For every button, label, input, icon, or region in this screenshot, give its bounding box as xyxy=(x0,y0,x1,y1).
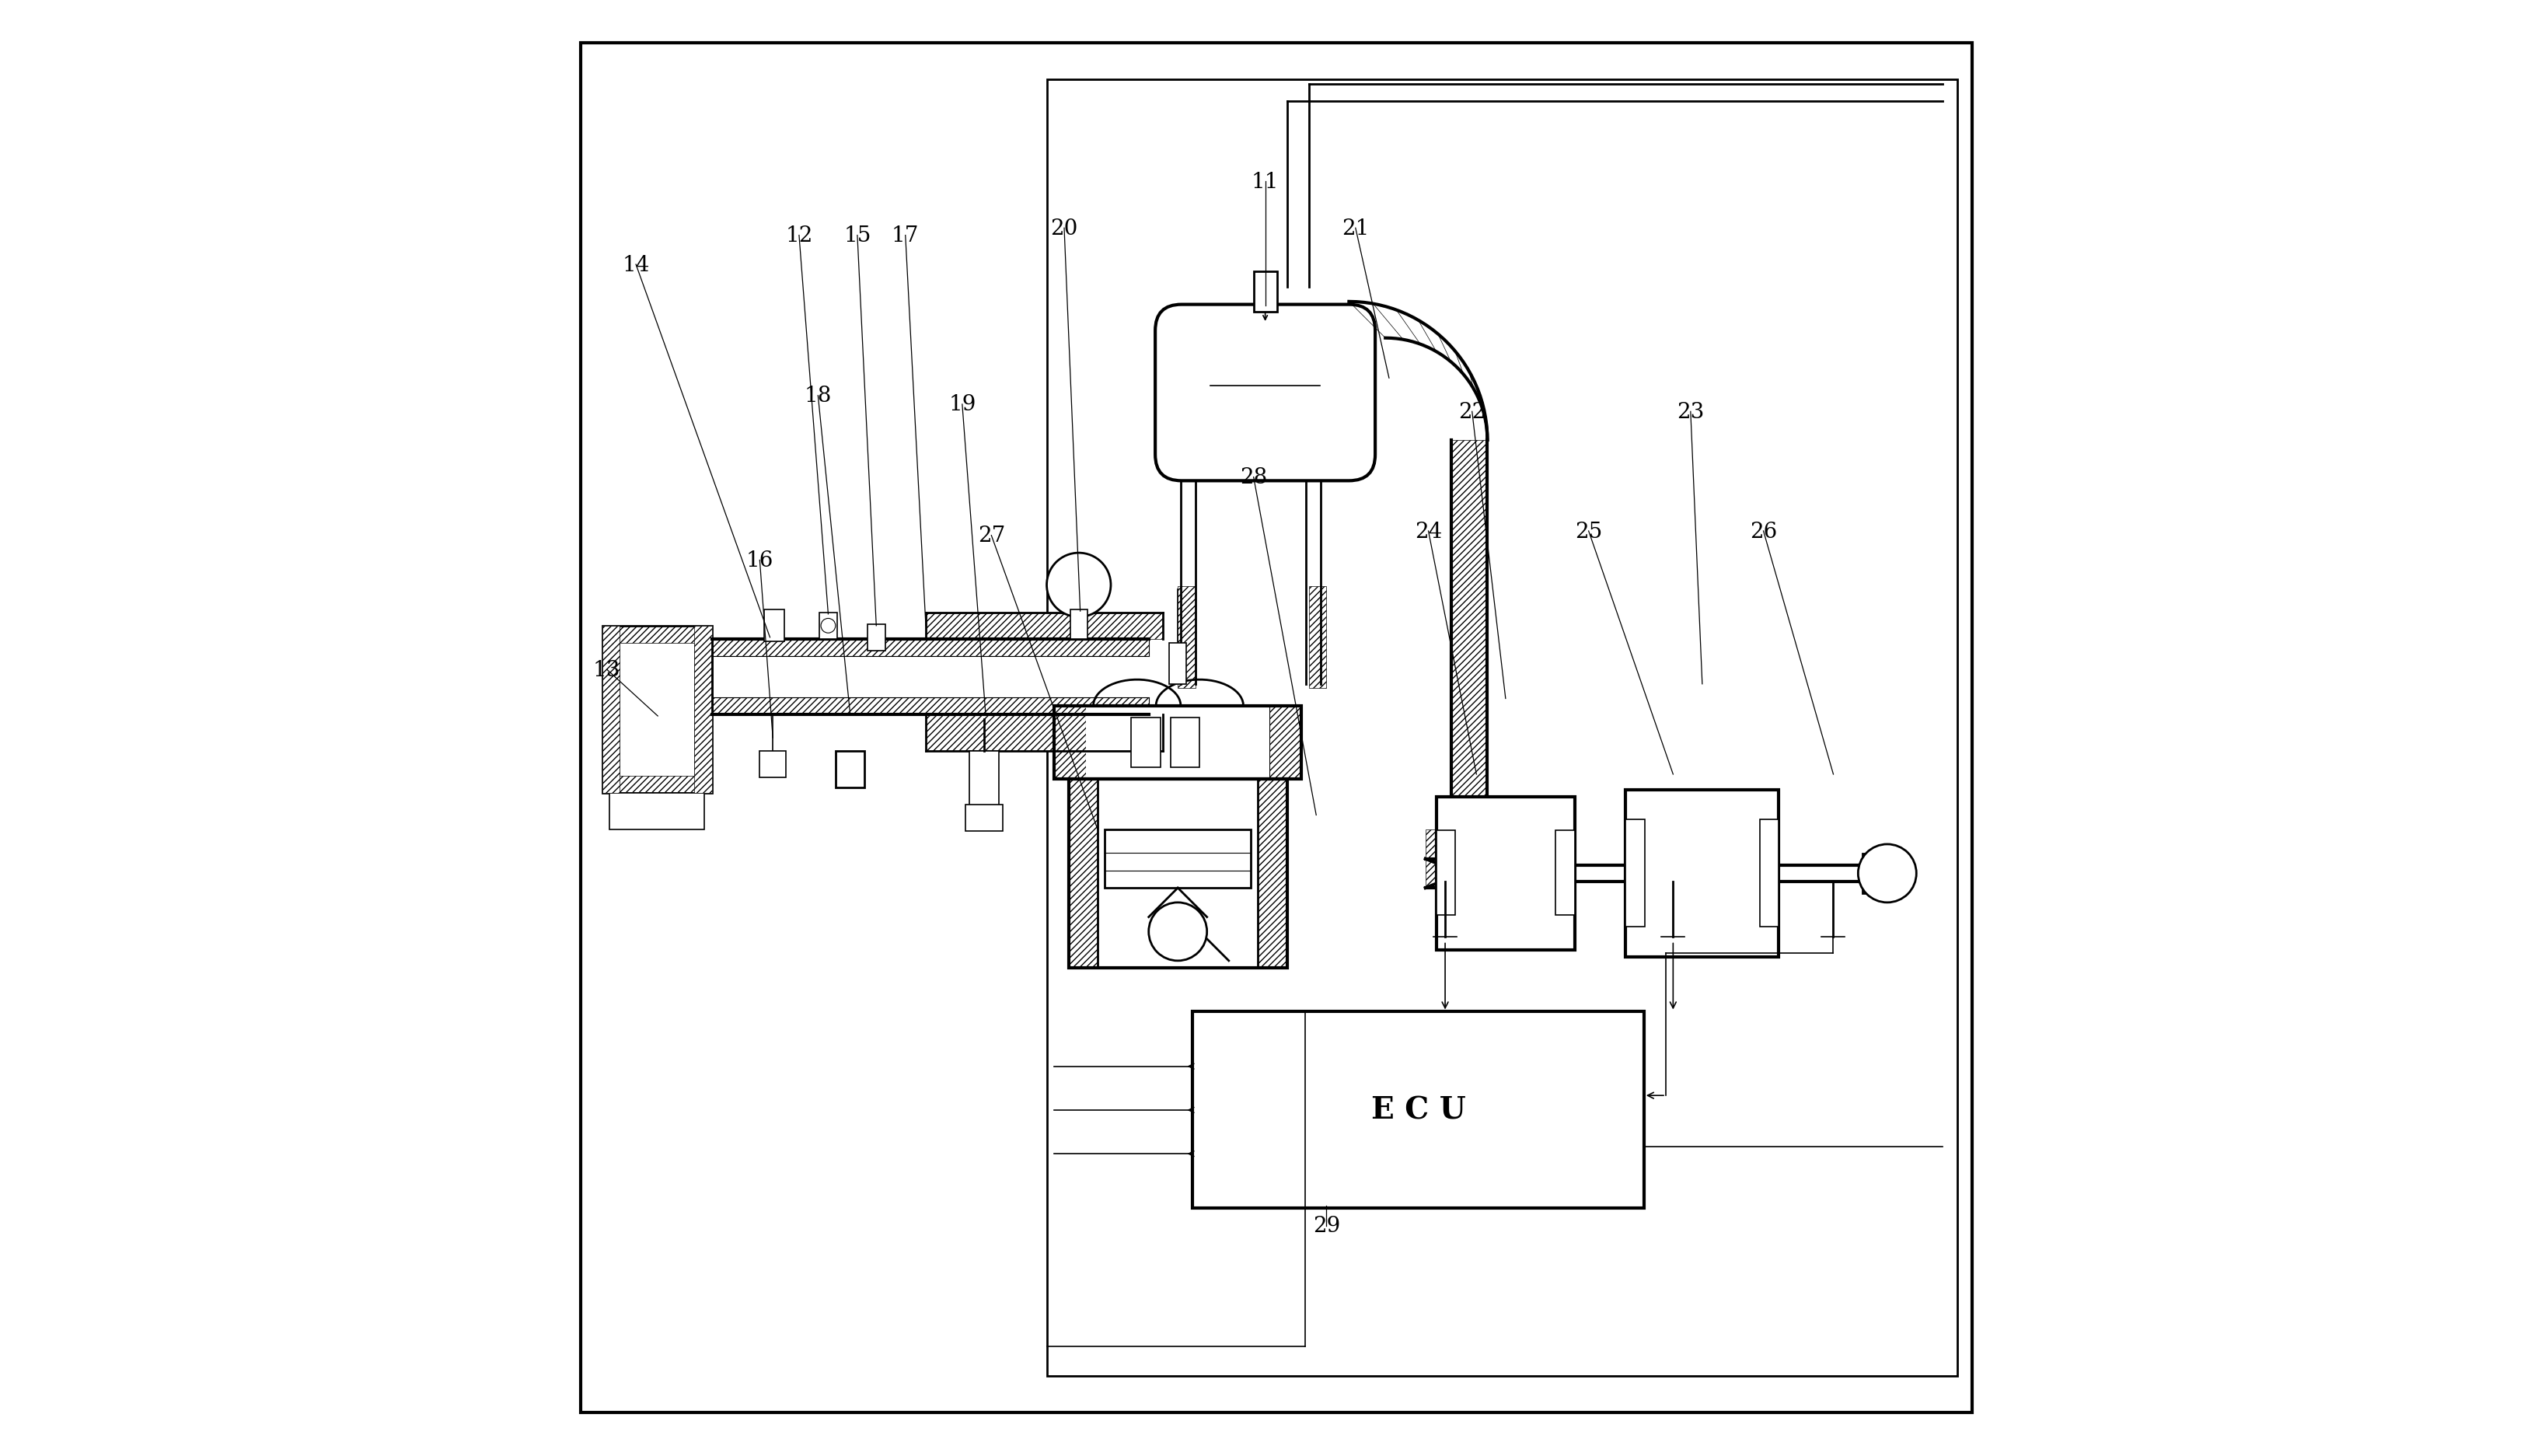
Bar xyxy=(1194,1012,1644,1208)
Text: 25: 25 xyxy=(1575,521,1603,542)
Bar xyxy=(1069,779,1288,968)
Bar xyxy=(1626,820,1644,927)
Bar xyxy=(819,613,837,639)
Bar xyxy=(868,625,886,651)
Text: 19: 19 xyxy=(949,395,975,415)
Bar xyxy=(713,657,1148,697)
Text: 24: 24 xyxy=(1415,521,1443,542)
Bar xyxy=(1425,830,1486,859)
Bar xyxy=(926,715,1163,751)
Text: 15: 15 xyxy=(842,226,870,246)
Bar xyxy=(1130,718,1161,767)
Text: 22: 22 xyxy=(1458,402,1486,422)
Text: 13: 13 xyxy=(593,660,621,680)
Text: E C U: E C U xyxy=(1372,1095,1466,1125)
Bar xyxy=(1087,706,1270,779)
Text: 14: 14 xyxy=(621,255,649,275)
Circle shape xyxy=(822,619,835,633)
Bar xyxy=(835,751,865,788)
Circle shape xyxy=(1858,844,1916,903)
Bar xyxy=(1626,789,1779,958)
Circle shape xyxy=(1046,553,1110,617)
Bar xyxy=(1069,779,1097,968)
Bar xyxy=(1054,706,1087,779)
Bar xyxy=(621,644,695,776)
Bar xyxy=(1863,853,1881,893)
Text: 26: 26 xyxy=(1751,521,1776,542)
Bar xyxy=(1171,718,1199,767)
Bar xyxy=(603,626,713,794)
Bar xyxy=(1308,587,1326,689)
Bar xyxy=(1168,644,1186,684)
Text: 18: 18 xyxy=(804,386,832,406)
Bar xyxy=(926,613,1163,639)
Bar xyxy=(1054,706,1300,779)
Bar xyxy=(603,626,621,794)
Bar xyxy=(1435,798,1575,949)
Text: 16: 16 xyxy=(746,550,774,571)
Text: 27: 27 xyxy=(977,526,1005,546)
Bar xyxy=(965,805,1003,831)
Bar xyxy=(1435,831,1456,914)
Bar xyxy=(1759,820,1779,927)
Text: 29: 29 xyxy=(1313,1216,1341,1236)
Bar xyxy=(1097,779,1257,968)
Bar xyxy=(1069,610,1087,639)
Text: 11: 11 xyxy=(1252,172,1280,192)
Bar xyxy=(1257,779,1288,968)
Bar xyxy=(611,794,705,830)
Text: 21: 21 xyxy=(1341,218,1369,239)
Text: 28: 28 xyxy=(1239,467,1267,488)
Circle shape xyxy=(1148,903,1206,961)
Bar xyxy=(713,639,1148,657)
Text: 17: 17 xyxy=(891,226,919,246)
Bar xyxy=(1451,441,1486,830)
Bar xyxy=(1425,859,1486,888)
Bar xyxy=(1555,831,1575,914)
FancyBboxPatch shape xyxy=(1155,306,1374,480)
Bar xyxy=(1255,272,1278,313)
Text: 12: 12 xyxy=(786,226,812,246)
Bar xyxy=(1046,80,1957,1376)
Text: 23: 23 xyxy=(1677,402,1705,422)
Bar xyxy=(761,751,786,778)
Bar xyxy=(764,610,784,642)
Bar xyxy=(1178,587,1196,689)
Bar xyxy=(713,697,1148,715)
Text: 20: 20 xyxy=(1051,218,1079,239)
Bar xyxy=(1270,706,1300,779)
Bar xyxy=(1105,830,1250,888)
Bar xyxy=(970,751,998,810)
Bar xyxy=(695,626,713,794)
